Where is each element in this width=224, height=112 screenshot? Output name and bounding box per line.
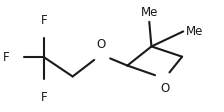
Text: O: O: [97, 38, 106, 51]
Text: F: F: [41, 14, 47, 27]
Text: F: F: [2, 51, 9, 64]
Text: O: O: [160, 82, 169, 95]
Text: Me: Me: [141, 6, 158, 19]
Text: F: F: [41, 91, 47, 104]
Text: Me: Me: [186, 25, 203, 38]
